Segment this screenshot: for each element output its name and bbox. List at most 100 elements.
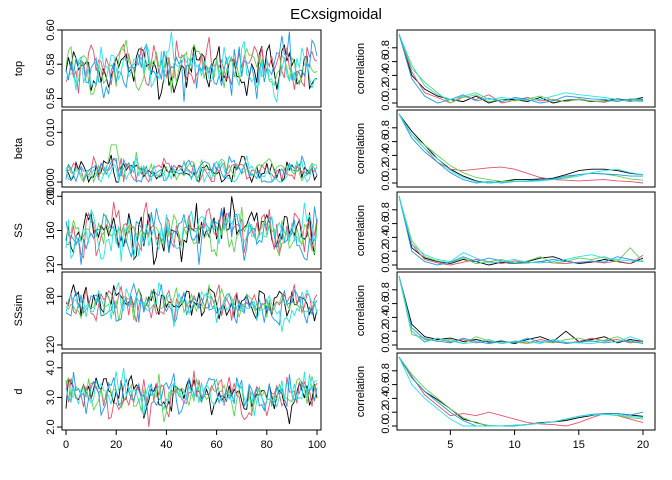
trace-ylabel-SS: SS [13, 223, 25, 238]
acf-line-top-chain-3 [398, 33, 644, 104]
acf-line-SSsim-chain-2 [398, 275, 644, 345]
trace-panel-d [61, 352, 322, 431]
acf-line-SSsim-chain-3 [398, 275, 644, 345]
y-tick-label-d: 2.0 [45, 419, 57, 434]
acf-line-SS-chain-4 [398, 195, 644, 266]
acf-line-d-chain-3 [398, 356, 644, 427]
acf-y-tick-label-d: 0.4 [380, 391, 392, 406]
acf-y-tick-label-beta: 0.4 [380, 148, 392, 163]
trace-line-SS-chain-3 [65, 206, 318, 257]
acf-x-tick-label: 10 [508, 439, 520, 451]
acf-y-tick-label-SSsim: 0.8 [380, 282, 392, 297]
acf-ylabel-d: correlation [355, 366, 367, 417]
acf-line-top-chain-2 [398, 33, 644, 104]
y-tick-label-top: 0.60 [45, 19, 57, 40]
acf-y-tick-label-SSsim: 0.6 [380, 296, 392, 311]
acf-ylabel-beta: correlation [355, 123, 367, 174]
acf-y-tick-label-SS: 0.4 [380, 230, 392, 245]
trace-line-beta-chain-4 [65, 154, 318, 183]
trace-line-d-chain-4 [65, 371, 318, 417]
acf-y-tick-label-d: 0.8 [380, 363, 392, 378]
acf-ylabel-SSsim: correlation [355, 285, 367, 336]
trace-line-SSsim-chain-2 [65, 284, 318, 323]
acf-panel-top [396, 29, 656, 108]
x-tick-label: 60 [210, 439, 222, 451]
acf-line-top-chain-1 [398, 33, 644, 104]
trace-panel-beta [61, 109, 322, 188]
y-tick-label-beta: 0.000 [45, 168, 57, 196]
acf-y-tick-label-SS: 0.0 [380, 257, 392, 272]
y-tick-label-SSsim: 120 [45, 336, 57, 354]
trace-ylabel-d: d [13, 388, 25, 394]
trace-line-top-chain-1 [65, 43, 318, 100]
trace-line-SS-chain-5 [65, 202, 318, 262]
acf-y-tick-label-beta: 0.8 [380, 120, 392, 135]
trace-line-beta-chain-3 [65, 144, 318, 184]
y-tick-label-beta: 0.010 [45, 119, 57, 147]
trace-ylabel-SSsim: SSsim [13, 295, 25, 327]
acf-panel-SS [396, 191, 656, 270]
trace-line-top-chain-3 [65, 39, 318, 96]
acf-line-d-chain-1 [398, 356, 644, 427]
acf-y-tick-label-SSsim: 0.4 [380, 310, 392, 325]
trace-line-SSsim-chain-5 [65, 281, 318, 332]
acf-y-tick-label-top: 0.4 [380, 68, 392, 83]
acf-line-top-chain-5 [398, 33, 644, 103]
acf-x-tick-label: 15 [573, 439, 585, 451]
acf-x-tick-label: 5 [447, 439, 453, 451]
trace-line-beta-chain-5 [65, 155, 318, 184]
x-tick-label: 80 [261, 439, 273, 451]
x-tick-label: 40 [160, 439, 172, 451]
trace-panel-top [61, 29, 322, 108]
acf-line-d-chain-5 [398, 356, 644, 427]
acf-line-beta-chain-4 [398, 113, 643, 184]
acf-y-tick-label-d: 0.6 [380, 377, 392, 392]
acf-y-tick-label-SS: 0.6 [380, 216, 392, 231]
acf-y-tick-label-beta: 0.0 [380, 175, 392, 190]
trace-line-top-chain-2 [65, 37, 318, 94]
chart-title: ECxsigmoidal [290, 6, 382, 23]
acf-ylabel-SS: correlation [355, 205, 367, 256]
acf-y-tick-label-d: 0.2 [380, 405, 392, 420]
acf-line-d-chain-4 [398, 356, 644, 427]
acf-line-top-chain-4 [398, 33, 644, 104]
acf-y-tick-label-SSsim: 0.0 [380, 337, 392, 352]
acf-y-tick-label-SS: 0.2 [380, 244, 392, 259]
acf-line-SS-chain-1 [398, 195, 644, 266]
trace-ylabel-top: top [13, 61, 25, 76]
y-tick-label-d: 3.0 [45, 390, 57, 405]
acf-y-tick-label-SS: 0.8 [380, 202, 392, 217]
x-tick-label: 20 [110, 439, 122, 451]
acf-y-tick-label-SSsim: 0.2 [380, 324, 392, 339]
trace-line-top-chain-4 [65, 31, 318, 102]
trace-line-SSsim-chain-4 [65, 282, 318, 327]
x-tick-label: 0 [63, 439, 69, 451]
trace-line-top-chain-5 [65, 31, 318, 104]
acf-line-beta-chain-1 [398, 113, 644, 184]
acf-line-SSsim-chain-1 [398, 275, 644, 345]
acf-y-tick-label-d: 0.0 [380, 418, 392, 433]
acf-line-SS-chain-3 [398, 195, 644, 265]
x-tick-label: 100 [308, 439, 326, 451]
acf-y-tick-label-top: 0.2 [380, 82, 392, 97]
y-tick-label-top: 0.58 [45, 54, 57, 75]
y-tick-label-d: 4.0 [45, 360, 57, 375]
y-tick-label-SS: 120 [45, 256, 57, 274]
trace-line-SS-chain-4 [65, 206, 318, 265]
y-tick-label-SS: 160 [45, 221, 57, 239]
trace-panel-SSsim [61, 271, 322, 350]
acf-line-SSsim-chain-4 [398, 275, 644, 345]
acf-panel-SSsim [396, 271, 656, 350]
acf-x-tick-label: 20 [637, 439, 649, 451]
trace-line-SSsim-chain-3 [65, 284, 318, 322]
acf-y-tick-label-top: 0.8 [380, 40, 392, 55]
acf-line-beta-chain-5 [398, 113, 644, 184]
acf-line-beta-chain-2 [398, 113, 644, 184]
acf-y-tick-label-beta: 0.6 [380, 134, 392, 149]
y-tick-label-SSsim: 180 [45, 287, 57, 305]
acf-line-SS-chain-5 [398, 195, 644, 264]
acf-line-d-chain-2 [398, 356, 644, 427]
acf-y-tick-label-beta: 0.2 [380, 162, 392, 177]
